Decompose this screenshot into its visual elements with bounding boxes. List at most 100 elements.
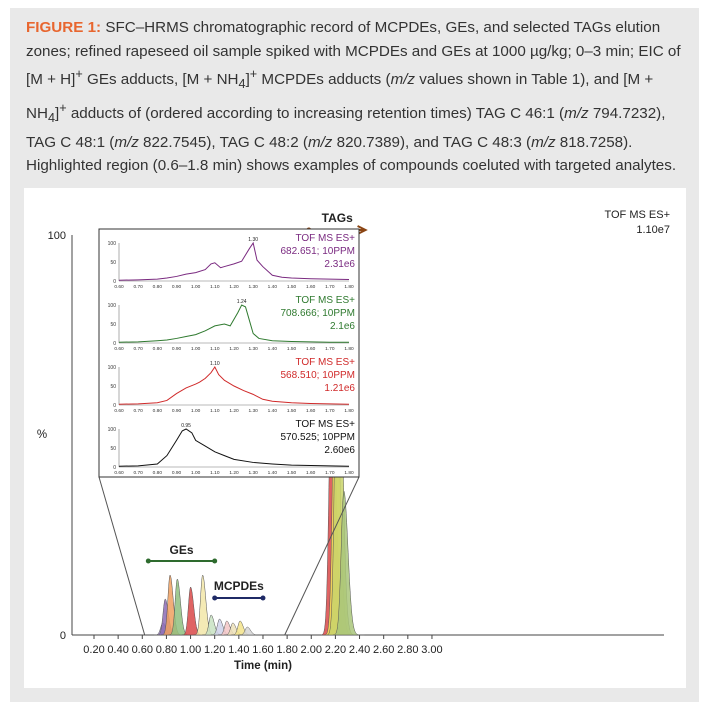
inset-mz-label: 708.666; 10PPM (281, 308, 356, 319)
inset-ytick-label: 50 (110, 446, 116, 452)
inset-xtick-label: 0.80 (153, 346, 163, 352)
inset-xtick-label: 1.50 (287, 284, 297, 290)
x-tick-label: 2.80 (397, 644, 418, 656)
mcpdes-range-end (260, 595, 266, 601)
x-tick-label: 0.40 (107, 644, 128, 656)
caption-text-9: 818.7258). Highlighted region (0.6–1.8 m… (26, 133, 677, 175)
x-tick-label: 0.20 (83, 644, 104, 656)
x-tick-label: 3.00 (421, 644, 442, 656)
inset-intensity-label: 2.1e6 (330, 321, 355, 332)
inset-intensity-label: 2.60e6 (324, 445, 355, 456)
caption-text-6: 794.7232), TAG C 48:1 ( (26, 104, 666, 151)
caption-mz-4: m/z (307, 133, 333, 151)
chromatogram-chart: 0.20 0.40 0.60 0.80 1.00 1.20 1.40 1.60 1.80 2.00… (24, 188, 686, 688)
inset-xtick-label: 1.70 (325, 284, 335, 290)
mcpdes-range-label: MCPDEs (214, 579, 264, 593)
inset-xtick-label: 1.10 (210, 408, 220, 414)
caption-text-5: adducts of (ordered according to increas… (66, 104, 565, 122)
inset-xtick-label: 1.00 (191, 408, 201, 414)
inset-xtick-label: 1.50 (287, 346, 297, 352)
inset-ytick-label: 0 (113, 341, 116, 347)
inset-xtick-label: 1.20 (229, 470, 239, 476)
peak-mcpde-6 (238, 626, 263, 636)
caption-sup-1: + (75, 67, 83, 82)
inset-xtick-label: 0.60 (114, 346, 124, 352)
inset-xtick-label: 1.10 (210, 470, 220, 476)
inset-ytick-label: 100 (108, 365, 117, 371)
inset-peak-label: 0.95 (181, 423, 191, 429)
caption-sup-2: + (249, 67, 258, 82)
inset-trace-2 (118, 304, 349, 343)
x-tick-label: 2.00 (301, 644, 322, 656)
inset-xtick-label: 0.70 (133, 470, 143, 476)
inset-xtick-label: 0.60 (114, 284, 124, 290)
y-axis-title: % (37, 429, 47, 441)
ges-range-end (212, 558, 218, 564)
inset-xtick-label: 0.80 (153, 284, 163, 290)
x-tick-label: 2.20 (325, 644, 346, 656)
inset-xtick-label: 1.10 (210, 284, 220, 290)
inset-tof-label: TOF MS ES+ (295, 357, 355, 368)
inset-xtick-label: 1.60 (306, 408, 316, 414)
inset-xtick-label: 1.60 (306, 284, 316, 290)
x-tick-label: 1.80 (276, 644, 297, 656)
caption-sub-2: 4 (47, 110, 55, 125)
inset-ytick-label: 50 (110, 384, 116, 390)
inset-xtick-label: 1.00 (191, 346, 201, 352)
tags-range-label: TAGs (322, 211, 353, 225)
inset-intensity-label: 2.31e6 (324, 259, 355, 270)
inset-xtick-label: 1.40 (268, 470, 278, 476)
caption-sub-1: 4 (238, 77, 246, 92)
x-tick-label: 2.40 (349, 644, 370, 656)
caption-sup-3: + (59, 100, 67, 115)
inset-ytick-label: 50 (110, 260, 116, 266)
caption-bracket-2: ] (54, 104, 60, 122)
caption-text-2: GEs adducts, [M + NH (82, 71, 239, 89)
inset-xtick-label: 0.90 (172, 284, 182, 290)
inset-tof-label: TOF MS ES+ (295, 295, 355, 306)
inset-ytick-label: 0 (113, 403, 116, 409)
caption-text-4: values shown in Table 1), and [M + NH (26, 71, 654, 122)
x-tick-label: 1.00 (180, 644, 201, 656)
inset-xtick-label: 0.60 (114, 470, 124, 476)
inset-xtick-label: 0.60 (114, 408, 124, 414)
inset-peak-label: 1.10 (210, 361, 220, 367)
tof-intensity: 1.10e7 (636, 224, 670, 236)
inset-xtick-label: 0.70 (133, 408, 143, 414)
inset-ytick-label: 0 (113, 279, 116, 285)
x-tick-label: 1.40 (228, 644, 249, 656)
inset-xtick-label: 1.80 (344, 284, 354, 290)
x-tick-label: 1.60 (252, 644, 273, 656)
inset-trace-3 (118, 366, 350, 405)
inset-xtick-label: 1.20 (229, 408, 239, 414)
x-tick-label: 0.80 (156, 644, 177, 656)
inset-xtick-label: 1.60 (306, 470, 316, 476)
inset-xtick-label: 1.40 (268, 408, 278, 414)
caption-bracket-1: ] (245, 71, 250, 89)
inset-xtick-label: 1.30 (248, 470, 258, 476)
inset-ytick-label: 100 (108, 241, 117, 247)
inset-mz-label: 568.510; 10PPM (281, 370, 356, 381)
ges-range-start (145, 558, 151, 564)
peak-tag-c-48-3 (332, 490, 365, 636)
caption-mz-5: m/z (531, 133, 556, 151)
inset-xtick-label: 0.70 (133, 284, 143, 290)
inset-mz-label: 682.651; 10PPM (281, 246, 356, 257)
inset-trace-1 (118, 241, 350, 281)
tof-label: TOF MS ES+ (604, 209, 670, 221)
x-tick-label: 2.60 (373, 644, 394, 656)
inset-xtick-label: 1.70 (325, 346, 335, 352)
tags-range-arrowhead (357, 225, 368, 235)
inset-xtick-label: 1.60 (306, 346, 316, 352)
caption-text-1: SFC–HRMS chromatographic record of MCPDE… (26, 19, 681, 89)
zoom-line-left (98, 476, 146, 636)
inset-xtick-label: 1.70 (325, 470, 335, 476)
inset-tof-label: TOF MS ES+ (295, 419, 355, 430)
inset-xtick-label: 1.20 (229, 284, 239, 290)
caption-lead: FIGURE 1: (26, 19, 102, 36)
inset-xtick-label: 0.90 (172, 408, 182, 414)
inset-peak-label: 1.30 (248, 237, 258, 243)
inset-xtick-label: 1.30 (248, 408, 258, 414)
inset-xtick-label: 1.80 (344, 346, 354, 352)
inset-xtick-label: 0.80 (153, 470, 163, 476)
